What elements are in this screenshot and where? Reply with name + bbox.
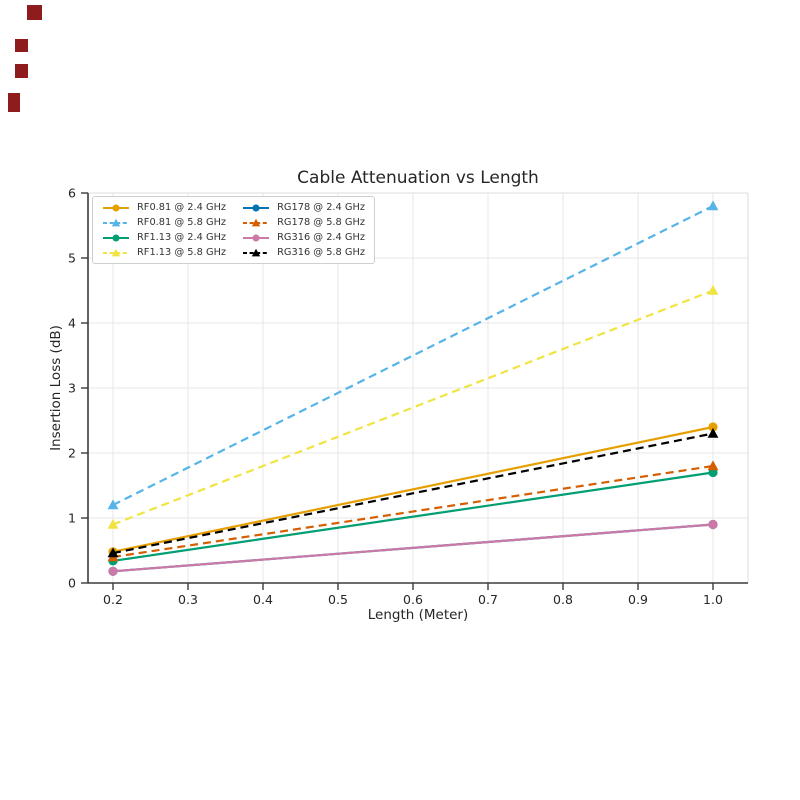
series-marker-rg316-2-4-ghz [108,566,118,576]
legend-item-rg178-2-4-ghz: RG178 @ 2.4 GHz [242,201,365,214]
legend-swatch-circle-icon [243,234,270,241]
y-tick-label: 0 [68,576,76,591]
y-tick-label: 6 [68,186,76,201]
x-tick-label: 0.6 [403,592,423,607]
series-line-rg178-5-8-ghz [112,464,714,559]
legend-item-rf1-13-2-4-ghz: RF1.13 @ 2.4 GHz [102,231,226,244]
legend-label: RF0.81 @ 5.8 GHz [137,217,227,228]
legend-item-rf1-13-5-8-ghz: RF1.13 @ 5.8 GHz [102,246,226,259]
legend-label: RG316 @ 2.4 GHz [277,232,365,243]
x-tick-label: 0.5 [328,592,348,607]
chart-title: Cable Attenuation vs Length [297,168,539,188]
red-square-mark [15,64,28,78]
legend-item-rg178-5-8-ghz: RG178 @ 5.8 GHz [242,216,365,229]
series-line-rf1-13-5-8-ghz [112,289,714,526]
x-tick-label: 0.8 [553,592,573,607]
x-tick-label: 0.4 [253,592,273,607]
legend-label: RG316 @ 5.8 GHz [277,247,365,258]
x-tick-label: 1.0 [703,592,723,607]
y-tick-label: 5 [68,251,76,266]
series-marker-rg316-2-4-ghz [708,519,718,530]
legend-item-rf0-81-5-8-ghz: RF0.81 @ 5.8 GHz [102,216,226,229]
x-tick-label: 0.2 [103,592,123,607]
series-marker-rg178-5-8-ghz [707,460,719,471]
series-line-rg316-5-8-ghz [112,432,714,555]
red-square-mark [8,93,20,112]
series-line-rf0-81-5-8-ghz [112,205,714,506]
series-marker-rf1-13-5-8-ghz [107,518,119,529]
legend-swatch-circle-icon [243,204,270,211]
legend-swatch-triangle-icon [103,248,129,256]
legend-label: RF1.13 @ 2.4 GHz [137,232,227,243]
y-axis-label: Insertion Loss (dB) [48,325,64,451]
series-marker-rg316-5-8-ghz [107,547,119,558]
series-marker-rf1-13-5-8-ghz [707,284,719,295]
y-tick-label: 1 [68,511,76,526]
legend-label: RF0.81 @ 2.4 GHz [137,202,227,213]
series-marker-rf0-81-5-8-ghz [107,499,119,510]
legend-swatch-triangle-icon [243,218,270,226]
y-tick-label: 4 [68,316,76,331]
legend-label: RG178 @ 2.4 GHz [277,202,365,213]
red-square-mark [27,5,42,20]
x-tick-label: 0.7 [478,592,498,607]
x-tick-label: 0.9 [628,592,648,607]
series-line-rf0-81-2-4-ghz [112,425,714,553]
series-marker-rg316-5-8-ghz [707,427,719,438]
red-square-mark [15,39,28,52]
legend-label: RF1.13 @ 5.8 GHz [137,247,227,258]
legend-swatch-circle-icon [103,204,129,211]
series-line-rg316-2-4-ghz [112,523,714,573]
x-tick-label: 0.3 [178,592,198,607]
legend-item-rg316-5-8-ghz: RG316 @ 5.8 GHz [242,246,365,259]
series-marker-rf0-81-2-4-ghz [708,422,718,432]
y-tick-label: 2 [68,446,76,461]
legend-item-rg316-2-4-ghz: RG316 @ 2.4 GHz [242,231,365,244]
series-line-rf1-13-2-4-ghz [112,471,714,562]
y-tick-label: 3 [68,381,76,396]
series-marker-rf0-81-5-8-ghz [707,200,719,211]
x-axis-label: Length (Meter) [367,607,469,623]
legend: RF0.81 @ 2.4 GHz RF0.81 @ 5.8 GHz RF1.13 @… [92,196,375,264]
legend-label: RG178 @ 5.8 GHz [277,217,365,228]
legend-swatch-circle-icon [103,234,129,241]
legend-swatch-triangle-icon [243,248,270,256]
legend-item-rf0-81-2-4-ghz: RF0.81 @ 2.4 GHz [102,201,226,214]
legend-swatch-triangle-icon [103,218,129,226]
